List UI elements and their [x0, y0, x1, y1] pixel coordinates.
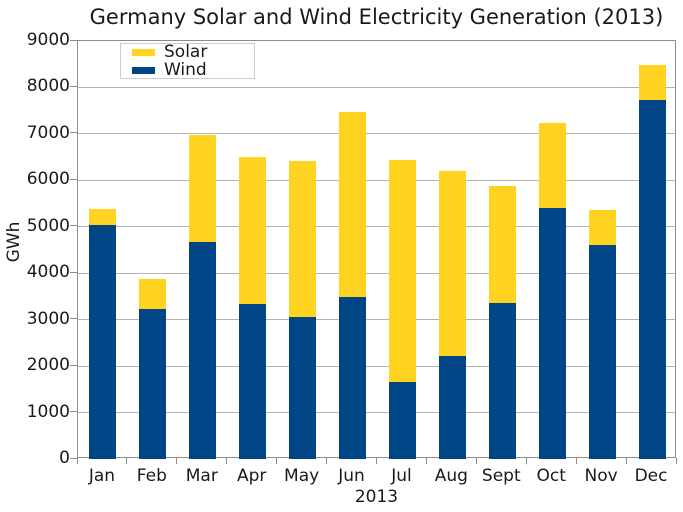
bar-solar-Jan	[89, 209, 117, 226]
x-tick-mark-3	[226, 458, 228, 464]
x-tick-label-Jun: Jun	[338, 466, 365, 486]
legend-label-solar: Solar	[164, 42, 208, 62]
gridline-1000	[78, 412, 675, 414]
bar-solar-Nov	[588, 209, 616, 246]
bar-wind-Jan	[89, 225, 117, 459]
x-tick-label-May: May	[284, 466, 320, 486]
y-tick-mark-8000	[70, 85, 77, 87]
x-tick-mark-0	[76, 458, 78, 464]
y-tick-mark-4000	[70, 271, 77, 273]
x-tick-label-Sept: Sept	[481, 466, 521, 486]
y-tick-label-3000: 3000	[26, 308, 70, 329]
gridline-8000	[78, 86, 675, 88]
y-tick-label-0: 0	[59, 448, 70, 468]
y-tick-label-8000: 8000	[26, 76, 70, 97]
bar-wind-Aug	[438, 355, 466, 459]
gridline-6000	[78, 179, 675, 181]
bar-wind-Sept	[488, 302, 516, 459]
x-tick-label-Aug: Aug	[434, 466, 468, 486]
gridline-7000	[78, 133, 675, 135]
bar-wind-May	[289, 316, 317, 459]
x-tick-mark-1	[126, 458, 128, 464]
x-tick-mark-8	[475, 458, 477, 464]
y-tick-label-1000: 1000	[26, 401, 70, 422]
plot-area: Solar Wind	[77, 40, 676, 459]
legend-item-wind: Wind	[132, 60, 254, 80]
bar-solar-May	[289, 161, 317, 317]
y-tick-mark-1000	[70, 411, 77, 413]
y-tick-mark-7000	[70, 132, 77, 134]
x-tick-label-Jul: Jul	[391, 466, 412, 486]
x-tick-label-Nov: Nov	[584, 466, 618, 486]
y-tick-mark-5000	[70, 225, 77, 227]
x-tick-mark-10	[575, 458, 577, 464]
y-tick-label-5000: 5000	[26, 215, 70, 236]
bar-solar-Sept	[488, 185, 516, 303]
bar-solar-Oct	[538, 123, 566, 208]
x-tick-mark-11	[625, 458, 627, 464]
y-tick-mark-2000	[70, 364, 77, 366]
bar-wind-Jun	[339, 297, 367, 459]
x-tick-label-Mar: Mar	[185, 466, 218, 486]
gridline-2000	[78, 365, 675, 367]
bar-wind-Apr	[239, 304, 267, 459]
bar-solar-Jun	[339, 112, 367, 298]
x-tick-mark-9	[525, 458, 527, 464]
chart-title: Germany Solar and Wind Electricity Gener…	[89, 5, 664, 29]
bar-solar-Mar	[189, 134, 217, 243]
bar-wind-Feb	[139, 309, 167, 459]
bar-wind-Dec	[638, 99, 666, 459]
legend-item-solar: Solar	[132, 42, 254, 62]
x-axis-title: 2013	[354, 487, 399, 507]
x-tick-label-Jan: Jan	[88, 466, 116, 486]
x-tick-mark-5	[326, 458, 328, 464]
y-tick-label-7000: 7000	[26, 122, 70, 143]
bar-solar-Aug	[438, 171, 466, 356]
solar-swatch	[132, 48, 155, 56]
y-tick-mark-9000	[70, 39, 77, 41]
y-tick-mark-3000	[70, 318, 77, 320]
x-tick-label-Dec: Dec	[634, 466, 668, 486]
legend-label-wind: Wind	[164, 60, 207, 80]
legend: Solar Wind	[120, 43, 255, 79]
x-tick-mark-12	[675, 458, 677, 464]
y-tick-label-4000: 4000	[26, 262, 70, 283]
bar-wind-Nov	[588, 245, 616, 459]
bar-solar-Apr	[239, 157, 267, 305]
x-tick-mark-2	[176, 458, 178, 464]
bar-wind-Oct	[538, 207, 566, 459]
y-tick-label-2000: 2000	[26, 355, 70, 376]
y-tick-mark-6000	[70, 178, 77, 180]
y-tick-label-6000: 6000	[26, 169, 70, 190]
x-tick-mark-6	[376, 458, 377, 464]
bar-wind-Jul	[388, 381, 416, 459]
bar-solar-Jul	[388, 160, 416, 382]
bar-wind-Mar	[189, 242, 217, 459]
bar-solar-Feb	[139, 279, 167, 310]
x-tick-mark-7	[425, 458, 427, 464]
x-tick-label-Apr: Apr	[236, 466, 267, 486]
x-tick-label-Feb: Feb	[136, 466, 167, 486]
x-tick-mark-4	[276, 458, 278, 464]
gridline-3000	[78, 319, 675, 321]
y-tick-label-9000: 9000	[26, 30, 70, 50]
bar-solar-Dec	[638, 65, 666, 100]
gridline-4000	[78, 272, 675, 274]
x-tick-label-Oct: Oct	[536, 466, 566, 486]
wind-swatch	[132, 66, 155, 74]
y-tick-mark-0	[70, 457, 77, 459]
gridline-5000	[78, 226, 675, 228]
